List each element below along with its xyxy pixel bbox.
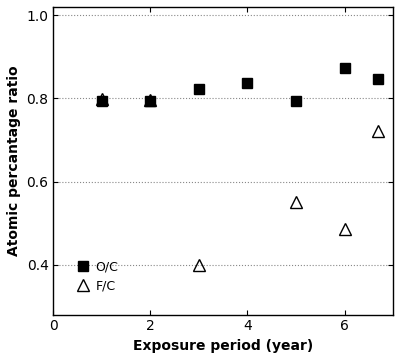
X-axis label: Exposure period (year): Exposure period (year) [133,339,313,353]
Legend: O/C, F/C: O/C, F/C [73,256,122,296]
O/C [196,87,201,91]
O/C [148,99,153,103]
O/C [294,99,298,103]
Line: O/C: O/C [97,64,383,106]
F/C [342,226,347,231]
F/C [148,98,153,102]
Y-axis label: Atomic percantage ratio: Atomic percantage ratio [7,66,21,256]
F/C [376,129,381,133]
F/C [100,97,104,102]
Line: F/C: F/C [96,94,384,270]
F/C [294,200,298,204]
O/C [376,77,381,81]
O/C [342,66,347,71]
F/C [196,262,201,267]
O/C [100,99,104,103]
O/C [245,81,250,85]
